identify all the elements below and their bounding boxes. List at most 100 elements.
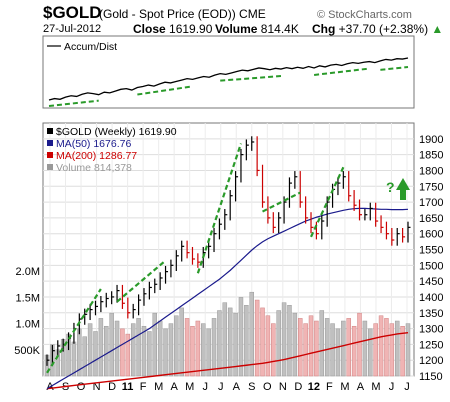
volume-bar — [211, 318, 217, 377]
x-tick-label: D — [108, 381, 116, 393]
up-arrow-icon — [396, 178, 410, 200]
x-tick-label: O — [263, 381, 272, 393]
volume-bar — [93, 331, 98, 377]
volume-bar — [292, 312, 298, 377]
ma200-line — [46, 331, 409, 390]
ad-legend-label: Accum/Dist — [64, 41, 117, 53]
volume-bar — [389, 323, 395, 377]
x-tick-label: M — [154, 381, 163, 393]
volume-axis-label: 1.5M — [16, 292, 40, 304]
x-tick-label: 12 — [308, 381, 320, 393]
x-tick-label: F — [326, 381, 333, 393]
volume-axis-label: 1.0M — [16, 319, 40, 331]
volume-bar — [314, 320, 319, 377]
volume-bar — [125, 333, 131, 377]
legend-label: Volume 814,378 — [56, 162, 132, 174]
question-mark-icon: ? — [386, 179, 395, 195]
volume-bar — [190, 325, 195, 377]
y-tick-label: 1800 — [419, 165, 443, 177]
legend-swatch — [47, 152, 53, 158]
volume-bar — [265, 315, 271, 377]
volume-bar — [147, 331, 152, 377]
volume-bar — [276, 310, 281, 377]
volume-bar — [184, 318, 190, 377]
x-tick-label: A — [357, 381, 365, 393]
volume-bar — [351, 325, 357, 377]
x-tick-label: M — [185, 381, 194, 393]
volume-bar — [362, 320, 368, 377]
x-tick-label: S — [248, 381, 255, 393]
volume-bar — [217, 310, 222, 377]
volume-bar — [368, 328, 373, 377]
volume-bar — [179, 307, 184, 377]
x-tick-label: A — [233, 381, 241, 393]
volume-bar — [152, 312, 158, 377]
volume-bar — [201, 323, 206, 377]
ad-line — [48, 57, 409, 101]
symbol-title: $GOLD — [43, 3, 102, 22]
volume-bar — [120, 328, 125, 377]
y-tick-label: 1400 — [419, 292, 443, 304]
y-tick-label: 1850 — [419, 150, 443, 162]
x-tick-label: J — [202, 381, 208, 393]
y-tick-label: 1150 — [419, 371, 443, 383]
volume-bar — [373, 323, 378, 377]
y-tick-label: 1750 — [419, 181, 443, 193]
volume-bar — [163, 328, 168, 377]
volume-bar — [233, 312, 238, 377]
volume-bar — [168, 323, 174, 377]
volume-bar — [136, 318, 141, 377]
y-tick-label: 1900 — [419, 134, 443, 146]
volume-bar — [346, 318, 351, 377]
x-tick-label: J — [389, 381, 395, 393]
price-trendline — [262, 191, 301, 213]
y-tick-label: 1550 — [419, 245, 443, 257]
y-tick-label: 1450 — [419, 276, 443, 288]
volume-bar — [330, 323, 335, 377]
x-tick-label: N — [93, 381, 101, 393]
legend-swatch — [47, 128, 53, 134]
y-tick-label: 1600 — [419, 229, 443, 241]
volume-bar — [303, 323, 308, 377]
ad-trendline — [220, 75, 282, 82]
volume-bar — [378, 315, 384, 377]
y-tick-label: 1300 — [419, 324, 443, 336]
volume-bar — [254, 299, 260, 377]
x-tick-label: 11 — [122, 381, 134, 393]
volume-bar — [174, 315, 179, 377]
volume-bar — [104, 325, 109, 377]
y-tick-label: 1650 — [419, 213, 443, 225]
ad-trendline — [313, 67, 370, 76]
volume-bar — [271, 323, 276, 377]
volume-bar — [384, 318, 389, 377]
symbol-description: (Gold - Spot Price (EOD)) CME — [99, 7, 266, 21]
volume-bar — [335, 328, 341, 377]
volume-bar — [308, 315, 314, 377]
volume-bar — [357, 312, 362, 377]
x-tick-label: M — [340, 381, 349, 393]
volume-bar — [206, 328, 211, 377]
volume-quote: Volume 814.4K — [215, 22, 299, 36]
legend-swatch — [47, 164, 53, 170]
change-quote: Chg +37.70 (+2.38%) ▲ — [312, 22, 444, 36]
volume-bar — [98, 318, 104, 377]
volume-bar — [319, 310, 325, 377]
volume-bar — [405, 323, 411, 377]
volume-bar — [324, 318, 330, 377]
price-trendline — [310, 166, 345, 238]
y-tick-label: 1500 — [419, 260, 443, 272]
x-tick-label: M — [371, 381, 380, 393]
legend-label: MA(50) 1676.76 — [56, 138, 131, 150]
volume-bar — [195, 320, 201, 377]
volume-bar — [238, 297, 244, 377]
x-tick-label: O — [77, 381, 86, 393]
volume-axis-label: 500K — [14, 345, 40, 357]
ma50-line — [46, 207, 409, 390]
x-tick-label: N — [279, 381, 287, 393]
volume-bar — [141, 325, 147, 377]
ad-trendline — [380, 66, 409, 71]
volume-bar — [227, 307, 233, 377]
x-tick-label: D — [294, 381, 302, 393]
